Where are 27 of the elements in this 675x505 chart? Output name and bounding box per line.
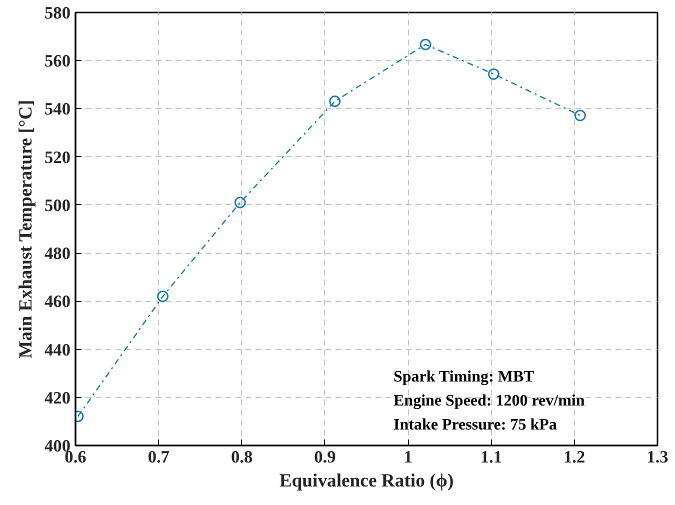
annotation: Engine Speed: 1200 rev/min: [394, 392, 585, 410]
point: [574, 110, 586, 122]
y-tick-label: 480: [44, 244, 71, 264]
y-tick-label: 460: [44, 292, 71, 312]
x-tick-label: 1.3: [646, 448, 669, 466]
y-tick-label: 540: [44, 100, 71, 119]
annotation: Intake Pressure: 75 kPa: [394, 416, 557, 434]
point: [420, 38, 432, 50]
point: [329, 96, 341, 108]
y-tick-label: 440: [44, 340, 71, 360]
point: [488, 68, 500, 80]
x-axis-title: Equivalence Ratio (ϕ): [279, 470, 454, 492]
y-axis-title: Main Exhaust Temperature [°C]: [16, 100, 37, 358]
x-tick-label: 1: [404, 448, 412, 466]
point: [157, 290, 169, 302]
y-tick-label: 420: [44, 388, 71, 408]
y-tick-label: 500: [44, 196, 71, 215]
annotation: Spark Timing: MBT: [394, 368, 535, 386]
y-tick-label: 520: [44, 148, 71, 167]
x-tick-label: 0.8: [230, 448, 253, 466]
x-tick-label: 1.1: [480, 448, 502, 466]
point: [234, 196, 246, 208]
x-tick-label: 1.2: [564, 448, 586, 466]
x-tick-label: 0.9: [314, 448, 336, 466]
y-tick-label: 560: [44, 52, 71, 71]
y-tick-label: 580: [44, 4, 71, 22]
x-tick-label: 0.7: [148, 448, 170, 466]
